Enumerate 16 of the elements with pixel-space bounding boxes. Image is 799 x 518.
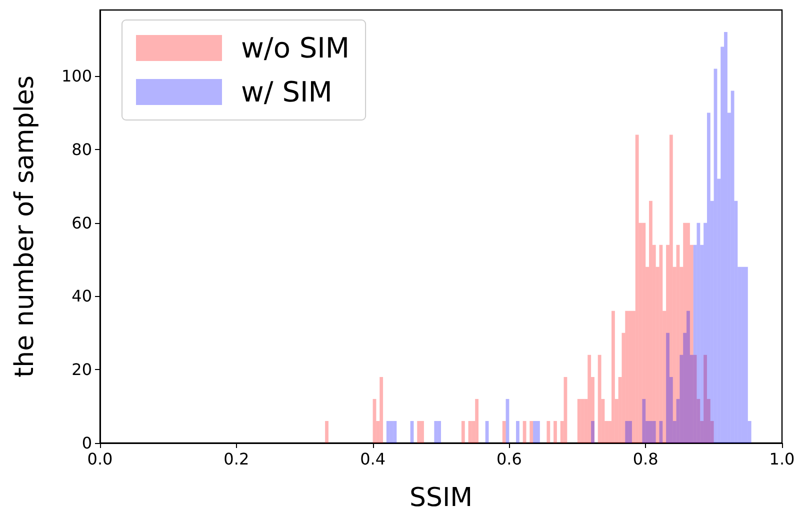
legend-label: w/ SIM [241,76,332,108]
x-axis-title: SSIM [409,483,473,513]
x-tick-label: 1.0 [769,450,795,468]
y-tick-label: 40 [72,286,92,306]
y-tick-label: 60 [72,213,92,232]
y-axis-title: the number of samples [10,75,40,378]
x-tick-label: 0.0 [87,450,113,468]
x-tick-label: 0.6 [496,450,522,468]
x-tick-label: 0.4 [360,450,386,468]
x-tick-label: 0.2 [224,450,250,468]
y-tick-label: 100 [61,66,92,86]
y-tick-label: 20 [72,360,92,380]
y-tick-label: 0 [82,434,92,452]
legend-label: w/o SIM [241,32,350,64]
x-tick-label: 0.8 [632,450,658,468]
y-tick-label: 80 [72,140,92,159]
